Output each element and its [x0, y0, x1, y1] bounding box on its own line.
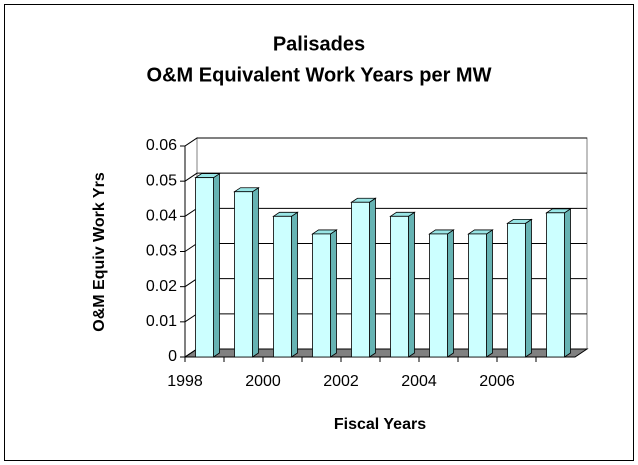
x-tick-label: 2006	[479, 373, 515, 390]
bar-front	[468, 233, 487, 358]
bar-side	[408, 211, 415, 358]
bar-side	[330, 229, 337, 358]
x-tick-label: 2004	[401, 373, 437, 390]
bar-side	[564, 208, 571, 358]
bar	[506, 218, 533, 358]
bar	[194, 172, 221, 358]
y-tick-label: 0.02	[146, 278, 177, 295]
y-tick-label: 0.06	[146, 137, 177, 154]
y-tick-label: 0.03	[146, 243, 177, 260]
bar-side	[447, 229, 454, 358]
bar-side	[213, 172, 220, 358]
bar-front	[546, 212, 565, 358]
y-tick-label: 0	[168, 348, 177, 365]
x-tick-label: 1998	[167, 373, 203, 390]
x-tick-label: 2000	[245, 373, 281, 390]
y-tick-label: 0.05	[146, 172, 177, 189]
y-tick-label: 0.04	[146, 208, 177, 225]
bar-front	[195, 177, 214, 358]
bar	[233, 186, 260, 358]
y-axis-title: O&M Equiv Work Yrs	[91, 172, 108, 332]
bar-front	[351, 201, 370, 358]
bar	[311, 229, 338, 358]
chart-subtitle: O&M Equivalent Work Years per MW	[147, 64, 492, 86]
grid-line	[184, 172, 587, 182]
bar	[350, 197, 377, 358]
y-tick-label: 0.01	[146, 313, 177, 330]
bar	[389, 211, 416, 358]
bar	[467, 229, 494, 358]
x-axis-title: Fiscal Years	[334, 416, 426, 433]
bar-side	[525, 218, 532, 358]
chart-title: Palisades	[273, 33, 365, 55]
grid-line	[184, 137, 587, 147]
bar-front	[507, 222, 526, 358]
bar	[272, 211, 299, 358]
bar-front	[273, 215, 292, 358]
bar-side	[486, 229, 493, 358]
bar-front	[312, 233, 331, 358]
bar	[545, 208, 572, 358]
bar-side	[291, 211, 298, 358]
bar	[428, 229, 455, 358]
x-tick-label: 2002	[323, 373, 359, 390]
bar-front	[390, 215, 409, 358]
bar-side	[252, 186, 259, 358]
bar-front	[429, 233, 448, 358]
bar-front	[234, 191, 253, 358]
bar-side	[369, 197, 376, 358]
